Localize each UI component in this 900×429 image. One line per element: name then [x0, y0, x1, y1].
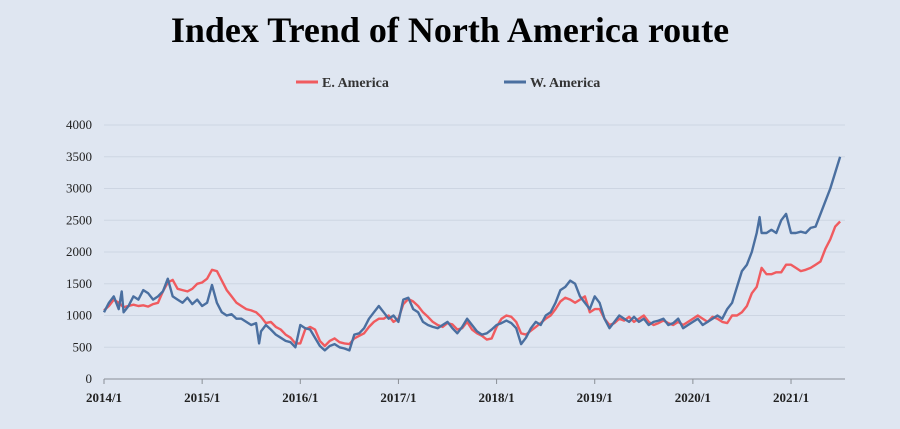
legend-label-e-america: E. America: [322, 76, 389, 91]
x-tick-label: 2016/1: [282, 390, 318, 405]
y-tick-label: 4000: [66, 117, 92, 132]
x-tick-label: 2015/1: [184, 390, 220, 405]
y-tick-label: 2000: [66, 244, 92, 259]
x-tick-label: 2014/1: [86, 390, 122, 405]
y-tick-label: 0: [86, 371, 93, 386]
y-tick-label: 500: [73, 339, 93, 354]
series-line-w-america: [102, 156, 842, 352]
series-lines: [102, 156, 842, 352]
x-tick-label: 2021/1: [773, 390, 809, 405]
x-tick-label: 2018/1: [479, 390, 515, 405]
y-tick-label: 1000: [66, 308, 92, 323]
chart-title: Index Trend of North America route: [171, 10, 729, 50]
x-axis-ticks: 2014/1 2015/1 2016/1 2017/1 2018/1 2019/1 2020…: [86, 379, 809, 405]
x-tick-label: 2019/1: [577, 390, 613, 405]
series-line-e-america: [103, 220, 841, 348]
legend-label-w-america: W. America: [530, 76, 600, 91]
legend: E. America W. America: [296, 76, 600, 91]
legend-entry-e-america: E. America: [296, 76, 389, 91]
y-tick-label: 1500: [66, 276, 92, 291]
gridlines: [104, 124, 845, 348]
y-tick-label: 3500: [66, 149, 92, 164]
y-axis-ticks: 0 500 1000 1500 2000 2500 3000 3500 4000: [66, 117, 92, 386]
legend-entry-w-america: W. America: [504, 76, 600, 91]
y-tick-label: 2500: [66, 212, 92, 227]
x-tick-label: 2017/1: [380, 390, 416, 405]
y-tick-label: 3000: [66, 181, 92, 196]
x-tick-label: 2020/1: [675, 390, 711, 405]
